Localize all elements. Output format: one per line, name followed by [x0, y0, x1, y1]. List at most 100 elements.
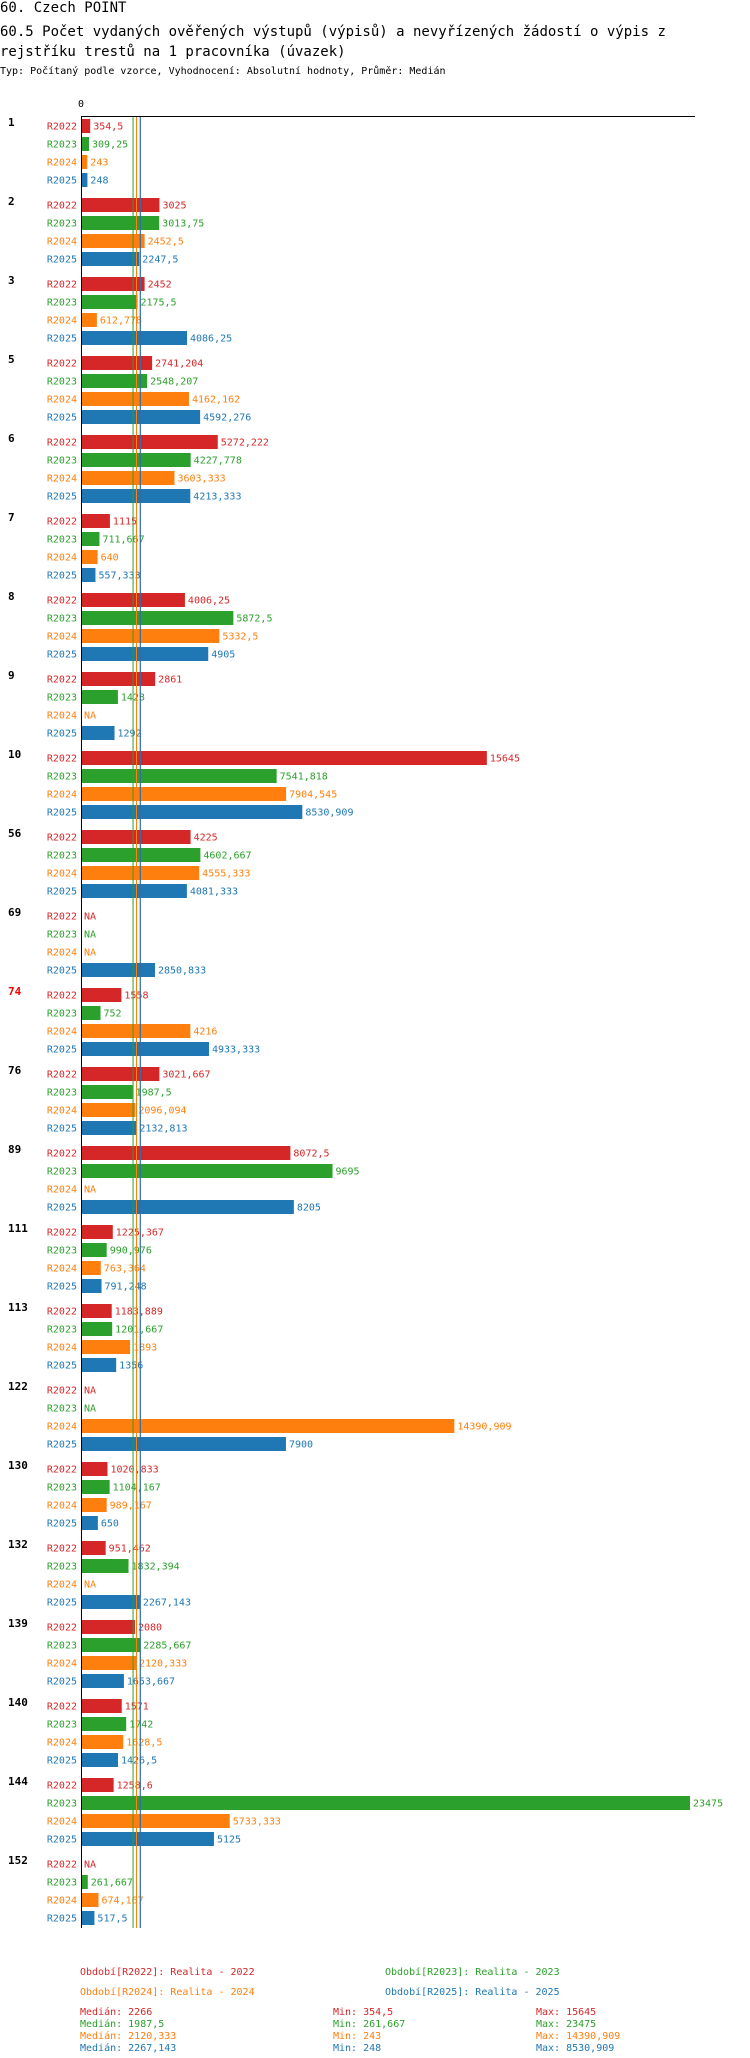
- series-label: R2023: [47, 851, 77, 862]
- series-label: R2024: [47, 1343, 77, 1354]
- data-label: 2267,143: [143, 1598, 191, 1609]
- series-label: R2022: [47, 1070, 77, 1081]
- legend-period-r2023: Období[R2023]: Realita - 2023: [385, 1967, 560, 1978]
- data-label: 4555,333: [202, 869, 250, 880]
- stat-max-r2025: Max: 8530,909: [536, 2043, 615, 2054]
- bar: [81, 1480, 110, 1494]
- group-label: 122: [8, 1380, 28, 1393]
- series-label: R2025: [47, 1124, 77, 1135]
- bar: [81, 1340, 131, 1354]
- group-label: 132: [8, 1538, 28, 1551]
- series-label: R2025: [47, 176, 77, 187]
- series-label: R2025: [47, 334, 77, 345]
- stat-median-r2024: Medián: 2120,333: [80, 2031, 177, 2042]
- series-label: R2025: [47, 1756, 77, 1767]
- bar: [81, 1261, 101, 1275]
- data-label: 15645: [490, 754, 520, 765]
- bar: [81, 1322, 113, 1336]
- bar: [81, 726, 115, 740]
- bar: [81, 532, 100, 546]
- data-label: 4162,162: [192, 395, 240, 406]
- bar: [81, 331, 188, 345]
- data-label: 5872,5: [236, 614, 272, 625]
- data-label: 1628,5: [126, 1738, 162, 1749]
- bar: [81, 137, 90, 151]
- bar: [81, 1516, 98, 1530]
- stat-max-r2023: Max: 23475: [536, 2019, 597, 2030]
- series-label: R2024: [47, 790, 77, 801]
- data-label: 2080: [138, 1623, 162, 1634]
- series-label: R2022: [47, 1781, 77, 1792]
- bar: [81, 1164, 333, 1178]
- series-label: R2025: [47, 808, 77, 819]
- bar: [81, 435, 218, 449]
- data-label: 5332,5: [222, 632, 258, 643]
- bar: [81, 1225, 113, 1239]
- series-label: R2023: [47, 614, 77, 625]
- series-label: R2025: [47, 1045, 77, 1056]
- bar: [81, 1419, 455, 1433]
- series-label: R2025: [47, 1677, 77, 1688]
- bar: [81, 471, 175, 485]
- data-label: 354,5: [93, 122, 123, 133]
- data-label: 1258,6: [117, 1781, 153, 1792]
- bar: [81, 690, 118, 704]
- data-label: 1292: [118, 729, 142, 740]
- series-label: R2023: [47, 772, 77, 783]
- bar: [81, 489, 191, 503]
- data-label: 9695: [336, 1167, 360, 1178]
- series-label: R2022: [47, 359, 77, 370]
- series-label: R2023: [47, 1325, 77, 1336]
- group-label: 89: [8, 1143, 21, 1156]
- group-label: 9: [8, 669, 15, 682]
- series-label: R2024: [47, 869, 77, 880]
- data-label: 2096,094: [138, 1106, 186, 1117]
- data-label: 1201,667: [115, 1325, 163, 1336]
- series-label: R2024: [47, 395, 77, 406]
- bar: [81, 787, 287, 801]
- bar: [81, 1559, 129, 1573]
- bar: [81, 453, 191, 467]
- series-label: R2024: [47, 1185, 77, 1196]
- bar: [81, 805, 303, 819]
- bar: [81, 568, 96, 582]
- bar: [81, 1358, 117, 1372]
- group-label: 74: [8, 985, 22, 998]
- data-label: 4081,333: [190, 887, 238, 898]
- series-label: R2024: [47, 553, 77, 564]
- group-label: 8: [8, 590, 15, 603]
- bar: [81, 1067, 160, 1081]
- data-label: NA: [84, 930, 96, 941]
- bar: [81, 830, 191, 844]
- data-label: 2452,5: [148, 237, 184, 248]
- data-label: 1020,833: [110, 1465, 158, 1476]
- data-label: 8205: [297, 1203, 321, 1214]
- series-label: R2025: [47, 650, 77, 661]
- bar: [81, 988, 122, 1002]
- bar: [81, 1875, 88, 1889]
- series-label: R2025: [47, 729, 77, 740]
- series-label: R2023: [47, 1246, 77, 1257]
- data-label: 2120,333: [139, 1659, 187, 1670]
- data-label: 517,5: [97, 1914, 127, 1925]
- series-label: R2022: [47, 1228, 77, 1239]
- data-label: NA: [84, 1860, 96, 1871]
- group-label: 2: [8, 195, 15, 208]
- bar: [81, 1103, 136, 1117]
- data-label: 557,333: [98, 571, 140, 582]
- group-label: 111: [8, 1222, 28, 1235]
- group-label: 130: [8, 1459, 28, 1472]
- series-label: R2022: [47, 438, 77, 449]
- data-label: 5125: [217, 1835, 241, 1846]
- bar: [81, 1735, 124, 1749]
- chart-type-line: Typ: Počítaný podle vzorce, Vyhodnocení:…: [0, 66, 446, 77]
- series-label: R2024: [47, 1817, 77, 1828]
- data-label: 650: [101, 1519, 119, 1530]
- group-label: 140: [8, 1696, 28, 1709]
- series-label: R2022: [47, 675, 77, 686]
- data-label: 23475: [693, 1799, 723, 1810]
- bar: [81, 155, 88, 169]
- bar: [81, 1200, 294, 1214]
- series-label: R2023: [47, 298, 77, 309]
- data-label: 7541,818: [280, 772, 328, 783]
